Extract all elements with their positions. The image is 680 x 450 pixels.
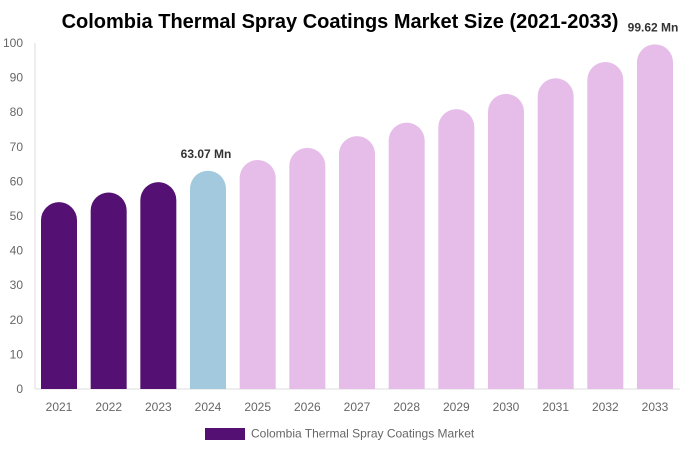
x-tick-label: 2025	[244, 400, 271, 414]
data-label: 99.62 Mn	[628, 20, 679, 34]
y-tick-label: 80	[10, 105, 24, 119]
bar-2029	[438, 109, 475, 389]
x-tick-label: 2022	[95, 400, 122, 414]
y-tick-label: 20	[10, 313, 24, 327]
y-tick-label: 0	[16, 382, 23, 396]
legend: Colombia Thermal Spray Coatings Market	[205, 427, 475, 441]
y-tick-label: 50	[10, 209, 24, 223]
x-tick-label: 2031	[542, 400, 569, 414]
bar-2028	[388, 122, 425, 389]
x-tick-label: 2030	[493, 400, 520, 414]
bar-2027	[339, 136, 375, 389]
x-tick-label: 2029	[443, 400, 470, 414]
x-tick-label: 2021	[46, 400, 73, 414]
x-tick-label: 2027	[344, 400, 371, 414]
y-tick-label: 100	[3, 36, 23, 50]
x-tick-label: 2028	[393, 400, 420, 414]
y-tick-label: 90	[10, 71, 24, 85]
bar-2030	[488, 93, 524, 389]
bar-2021	[41, 202, 77, 389]
y-tick-label: 10	[10, 347, 24, 361]
y-tick-label: 40	[10, 244, 24, 258]
bar-2024	[190, 170, 226, 389]
bar-2031	[537, 78, 574, 390]
bar-2026	[289, 147, 326, 389]
x-tick-label: 2023	[145, 400, 172, 414]
x-tick-label: 2024	[195, 400, 222, 414]
bar-2022	[90, 192, 127, 389]
data-label: 63.07 Mn	[181, 147, 232, 161]
legend-swatch	[205, 428, 245, 440]
bar-2033	[637, 44, 673, 390]
chart-title: Colombia Thermal Spray Coatings Market S…	[62, 11, 619, 33]
y-tick-label: 60	[10, 174, 24, 188]
y-tick-label: 30	[10, 278, 24, 292]
bar-2025	[239, 159, 276, 389]
bar-2032	[587, 62, 624, 390]
x-tick-label: 2026	[294, 400, 321, 414]
x-tick-label: 2032	[592, 400, 619, 414]
y-tick-label: 70	[10, 140, 24, 154]
legend-label: Colombia Thermal Spray Coatings Market	[251, 427, 475, 441]
bar-2023	[140, 182, 177, 389]
x-tick-label: 2033	[642, 400, 669, 414]
